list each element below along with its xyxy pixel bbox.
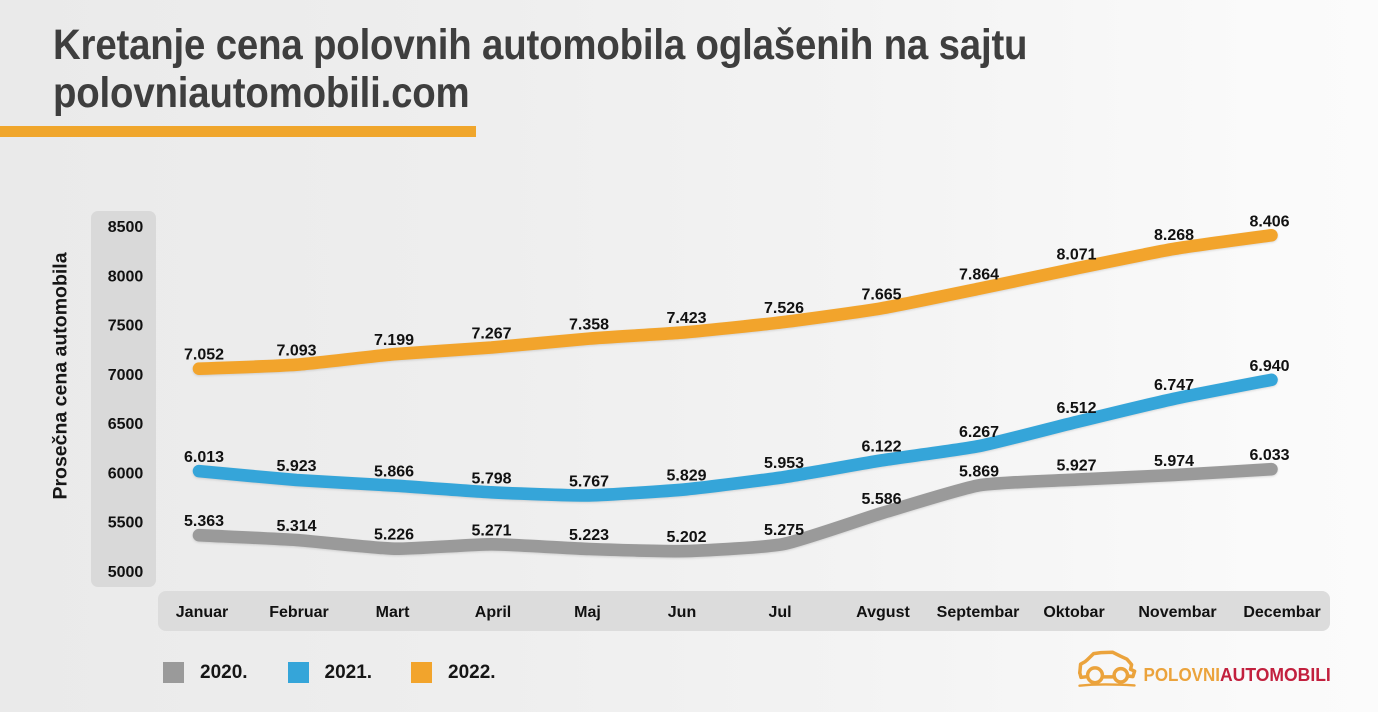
svg-text:8500: 8500 [108, 219, 144, 236]
svg-text:POLOVNIAUTOMOBILI: POLOVNIAUTOMOBILI [1144, 664, 1331, 685]
svg-text:6.747: 6.747 [1154, 377, 1194, 394]
svg-text:5.927: 5.927 [1056, 458, 1096, 475]
svg-text:5.953: 5.953 [764, 455, 804, 472]
svg-text:6.013: 6.013 [184, 449, 224, 466]
svg-text:April: April [475, 604, 511, 621]
svg-text:Mart: Mart [376, 604, 410, 621]
svg-text:7.526: 7.526 [764, 300, 804, 317]
svg-text:5.314: 5.314 [276, 518, 316, 535]
svg-text:6.033: 6.033 [1249, 447, 1289, 464]
svg-text:5.586: 5.586 [861, 491, 901, 508]
svg-text:Jun: Jun [668, 604, 696, 621]
svg-text:7500: 7500 [108, 318, 144, 335]
svg-text:7.665: 7.665 [861, 286, 901, 303]
svg-text:Januar: Januar [176, 604, 228, 621]
svg-text:8.406: 8.406 [1249, 213, 1289, 230]
svg-text:5500: 5500 [108, 515, 144, 532]
svg-text:5.923: 5.923 [276, 458, 316, 475]
svg-text:7.199: 7.199 [374, 332, 414, 349]
svg-text:7.864: 7.864 [959, 267, 999, 284]
svg-text:5.226: 5.226 [374, 527, 414, 544]
svg-text:Jul: Jul [768, 604, 791, 621]
svg-text:Oktobar: Oktobar [1043, 604, 1104, 621]
svg-text:7.052: 7.052 [184, 347, 224, 364]
svg-text:6.267: 6.267 [959, 424, 999, 441]
svg-text:7.267: 7.267 [471, 326, 511, 343]
svg-text:8.071: 8.071 [1056, 246, 1096, 263]
svg-text:5.363: 5.363 [184, 513, 224, 530]
svg-text:6000: 6000 [108, 465, 144, 482]
svg-text:Decembar: Decembar [1243, 604, 1320, 621]
svg-text:Septembar: Septembar [937, 604, 1020, 621]
svg-text:8000: 8000 [108, 268, 144, 285]
svg-text:5.829: 5.829 [666, 467, 706, 484]
svg-text:5.866: 5.866 [374, 464, 414, 481]
svg-text:6.122: 6.122 [861, 438, 901, 455]
svg-text:5.974: 5.974 [1154, 453, 1194, 470]
svg-text:5.202: 5.202 [666, 529, 706, 546]
svg-text:5000: 5000 [108, 564, 144, 581]
svg-text:5.798: 5.798 [471, 470, 511, 487]
svg-text:Februar: Februar [269, 604, 329, 621]
svg-text:5.271: 5.271 [471, 522, 511, 539]
svg-text:6.940: 6.940 [1249, 358, 1289, 375]
svg-text:5.869: 5.869 [959, 463, 999, 480]
svg-text:7.358: 7.358 [569, 317, 609, 334]
svg-text:5.767: 5.767 [569, 473, 609, 490]
svg-text:8.268: 8.268 [1154, 227, 1194, 244]
svg-text:Maj: Maj [574, 604, 601, 621]
svg-text:Novembar: Novembar [1138, 604, 1216, 621]
svg-text:6500: 6500 [108, 416, 144, 433]
svg-text:7.423: 7.423 [666, 310, 706, 327]
svg-text:5.275: 5.275 [764, 522, 804, 539]
svg-text:6.512: 6.512 [1056, 400, 1096, 417]
svg-text:Avgust: Avgust [856, 604, 910, 621]
svg-text:5.223: 5.223 [569, 527, 609, 544]
svg-text:7000: 7000 [108, 367, 144, 384]
svg-text:7.093: 7.093 [276, 343, 316, 360]
